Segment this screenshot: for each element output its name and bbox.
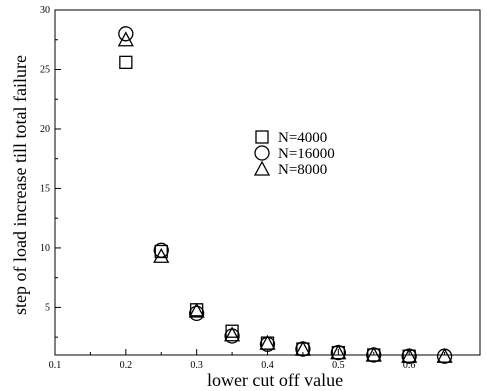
- square-point: [119, 55, 133, 69]
- y-tick-label: 30: [40, 5, 50, 16]
- y-tick-label: 5: [45, 302, 50, 313]
- triangle-point: [153, 247, 170, 263]
- y-tick-label: 25: [40, 64, 50, 75]
- legend-label: N=16000: [278, 146, 335, 162]
- legend-label: N=4000: [278, 130, 327, 146]
- triangle-point: [188, 302, 205, 318]
- triangle-point: [259, 334, 276, 350]
- circle-point: [153, 242, 169, 258]
- y-axis-label: step of load increase till total failure: [10, 55, 30, 315]
- axis-ticks: 0.1 0.2 0.3 0.4 0.5 0.6 5 10 15 20 25 30: [40, 5, 446, 371]
- square-point: [190, 303, 204, 317]
- triangle-point: [294, 340, 312, 356]
- x-tick-label: 0.4: [261, 360, 274, 371]
- triangle-point: [117, 31, 134, 47]
- triangle-point: [330, 344, 347, 360]
- triangle-point: [223, 326, 241, 342]
- circle-point: [189, 305, 205, 322]
- circle-point: [118, 26, 134, 42]
- y-tick-label: 10: [40, 243, 50, 254]
- legend-label: N=8000: [278, 162, 327, 178]
- legend-square-marker: [255, 130, 269, 144]
- legend-triangle-marker: [253, 160, 271, 176]
- x-tick-label: 0.2: [120, 360, 133, 371]
- triangle-point: [436, 347, 453, 363]
- y-tick-label: 20: [40, 124, 50, 135]
- legend-circle-marker: [254, 145, 270, 161]
- triangle-point: [365, 346, 382, 362]
- triangle-point: [401, 347, 418, 363]
- x-tick-label: 0.1: [49, 360, 62, 371]
- data-points: [117, 26, 453, 364]
- x-tick-label: 0.6: [403, 360, 416, 371]
- circle-point: [436, 348, 453, 364]
- y-tick-label: 15: [40, 183, 50, 194]
- square-point: [225, 324, 239, 338]
- x-tick-label: 0.5: [332, 360, 345, 371]
- x-axis-label: lower cut off value: [207, 370, 343, 390]
- x-tick-label: 0.3: [190, 360, 203, 371]
- plot-frame: [54, 9, 481, 356]
